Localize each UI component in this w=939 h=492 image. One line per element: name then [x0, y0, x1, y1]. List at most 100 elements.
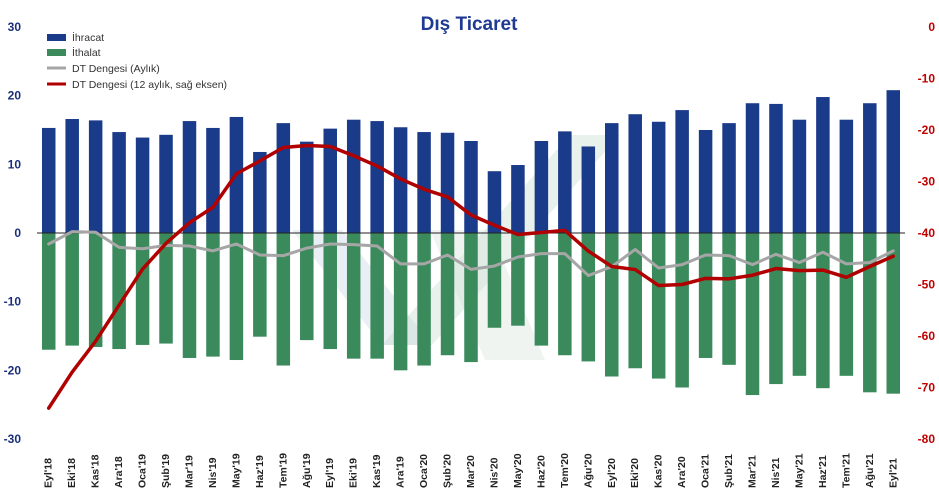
y-right-tick-label: -30 [918, 175, 936, 189]
import-bar-7 [206, 233, 220, 357]
export-bar-30 [745, 103, 760, 233]
twelve-month-balance-line [46, 143, 896, 410]
import-bar-33 [816, 233, 830, 389]
import-bar-2 [88, 233, 103, 347]
import-bar-9 [253, 233, 267, 337]
export-bar-6 [182, 121, 197, 233]
x-tick-label: May'19 [230, 453, 242, 488]
y-right-tick-label: -10 [918, 72, 936, 86]
y-right-tick-label: -20 [918, 123, 936, 137]
monthly-balance-line [47, 230, 895, 278]
import-bar-15 [393, 233, 408, 371]
x-tick-label: Kas'18 [90, 454, 102, 488]
y-left-tick-label: 30 [8, 20, 22, 34]
y-right-tick-label: -70 [918, 381, 936, 395]
x-tick-label: Eyl'19 [324, 458, 336, 488]
y-left-tick-label: -10 [4, 295, 22, 309]
x-tick-label: Kas'20 [653, 454, 665, 488]
y-left-tick-label: 0 [14, 226, 21, 240]
import-bar-22 [558, 233, 572, 356]
y-left-tick-label: 20 [8, 89, 22, 103]
x-tick-label: Mar'20 [465, 455, 477, 488]
export-bar-29 [722, 123, 736, 233]
legend-label-monthly-balance: DT Dengesi (Aylık) [72, 63, 160, 75]
import-bar-25 [628, 233, 642, 369]
x-tick-label: May'20 [512, 453, 524, 488]
y-right-tick-label: 0 [928, 20, 935, 34]
x-tick-label: Eyl'18 [43, 458, 55, 488]
import-bar-4 [135, 233, 150, 345]
import-bar-6 [182, 233, 197, 358]
import-bar-11 [300, 233, 314, 341]
export-bar-12 [323, 128, 337, 233]
export-bar-33 [816, 97, 830, 233]
export-bar-21 [534, 140, 549, 233]
export-bar-34 [839, 119, 854, 233]
x-tick-label: Haz'21 [817, 455, 829, 488]
import-bar-27 [675, 233, 689, 388]
x-tick-label: Eki'20 [629, 458, 641, 488]
y-right-tick-label: -60 [918, 329, 936, 343]
export-bar-4 [135, 137, 150, 233]
import-bar-8 [229, 233, 244, 361]
export-bar-18 [464, 140, 478, 233]
x-tick-label: Eyl'21 [887, 458, 899, 488]
x-tick-label: Ara'19 [395, 456, 407, 488]
x-tick-label: Haz'19 [254, 455, 266, 488]
import-bar-5 [159, 233, 173, 344]
import-bar-34 [839, 233, 854, 376]
x-tick-label: Oca'19 [137, 454, 149, 488]
import-bar-24 [605, 233, 619, 377]
x-tick-label: Ara'18 [113, 456, 125, 488]
export-bar-27 [675, 110, 689, 233]
x-tick-label: Ağu'20 [582, 453, 594, 488]
x-tick-label: Mar'21 [747, 455, 759, 488]
x-tick-label: Ağu'21 [864, 453, 876, 488]
export-bar-36 [886, 90, 901, 233]
import-bar-26 [651, 233, 666, 379]
legend-swatch-imports [47, 49, 66, 56]
x-tick-label: Tem'21 [840, 453, 852, 488]
x-tick-label: Tem'19 [277, 453, 289, 488]
import-bar-28 [698, 233, 713, 358]
y-right-tick-label: -50 [918, 278, 936, 292]
export-bar-2 [88, 120, 103, 233]
x-tick-label: Nis'21 [770, 457, 782, 488]
y-left-tick-label: -30 [4, 432, 22, 446]
import-bar-10 [276, 233, 291, 366]
y-left-tick-label: 10 [8, 157, 22, 171]
import-bar-0 [41, 233, 56, 350]
legend-label-exports: İhracat [72, 31, 104, 44]
x-tick-label: Şub'19 [160, 454, 172, 488]
legend: İhracat İthalat DT Dengesi (Aylık) DT De… [47, 31, 227, 91]
chart-title: Dış Ticaret [421, 14, 518, 35]
export-bar-5 [159, 134, 173, 233]
import-bar-35 [863, 233, 877, 393]
import-bar-30 [745, 233, 760, 396]
x-tick-label: Şub'20 [442, 454, 454, 488]
export-bar-26 [651, 121, 666, 233]
export-bar-22 [558, 131, 572, 233]
import-bar-16 [417, 233, 431, 366]
import-bar-13 [346, 233, 361, 359]
import-bar-23 [581, 233, 596, 362]
export-bar-9 [253, 151, 267, 233]
import-bar-14 [370, 233, 384, 359]
export-bar-31 [769, 103, 783, 233]
x-tick-label: Eki'18 [66, 458, 78, 488]
import-bar-12 [323, 233, 337, 350]
import-bar-29 [722, 233, 736, 365]
export-bar-20 [511, 165, 525, 233]
export-bar-28 [698, 130, 713, 233]
import-bar-3 [112, 233, 126, 350]
x-tick-label: Ara'20 [676, 456, 688, 488]
x-tick-label: Nis'19 [207, 457, 219, 488]
y-right-tick-label: -80 [918, 432, 936, 446]
export-bar-17 [440, 132, 455, 233]
export-bar-13 [346, 119, 361, 233]
import-bar-19 [487, 233, 502, 328]
export-bar-7 [206, 127, 220, 233]
legend-swatch-exports [47, 34, 66, 41]
export-bar-25 [628, 114, 642, 233]
